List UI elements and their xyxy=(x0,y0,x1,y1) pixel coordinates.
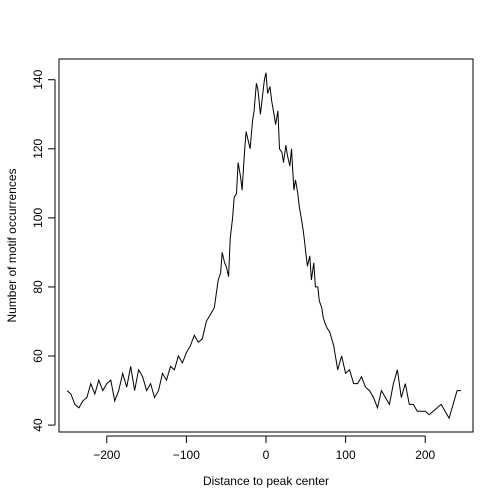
x-axis: −200 −100 0 100 200 xyxy=(93,435,436,462)
y-tick-label: 140 xyxy=(31,69,45,89)
y-axis: 40 60 80 100 120 140 xyxy=(31,69,56,432)
x-tick-label: −200 xyxy=(93,448,120,462)
y-tick-label: 120 xyxy=(31,138,45,158)
y-tick-label: 100 xyxy=(31,208,45,228)
y-tick-label: 80 xyxy=(31,280,45,294)
x-tick-label: 0 xyxy=(263,448,270,462)
x-axis-label: Distance to peak center xyxy=(203,474,329,488)
y-tick-label: 60 xyxy=(31,349,45,363)
x-tick-label: −100 xyxy=(173,448,200,462)
x-tick-label: 100 xyxy=(336,448,356,462)
plot-frame xyxy=(58,58,474,433)
y-tick-label: 40 xyxy=(31,418,45,432)
y-axis-label: Number of motif occurrences xyxy=(5,168,19,322)
x-tick-label: 200 xyxy=(415,448,435,462)
series-line xyxy=(66,72,462,420)
